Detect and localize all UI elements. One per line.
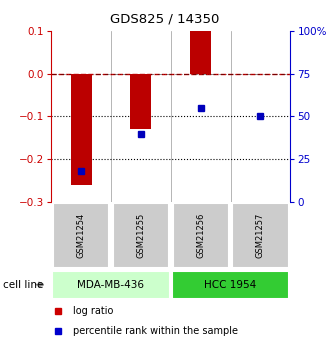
Bar [71,74,91,185]
Text: GSM21254: GSM21254 [77,213,85,258]
Text: GSM21257: GSM21257 [256,213,265,258]
Text: MDA-MB-436: MDA-MB-436 [78,280,145,289]
Text: percentile rank within the sample: percentile rank within the sample [73,326,238,336]
Text: cell line: cell line [3,280,44,289]
Text: HCC 1954: HCC 1954 [205,280,257,289]
Bar [53,203,109,268]
Bar [172,270,289,298]
Bar [52,270,170,298]
Text: log ratio: log ratio [73,306,113,315]
Bar [130,74,151,129]
Bar [173,203,229,268]
Text: GSM21255: GSM21255 [136,213,146,258]
Text: GSM21256: GSM21256 [196,213,205,258]
Bar [113,203,169,268]
Text: GDS825 / 14350: GDS825 / 14350 [110,12,220,25]
Bar [232,203,289,268]
Bar [190,31,211,74]
